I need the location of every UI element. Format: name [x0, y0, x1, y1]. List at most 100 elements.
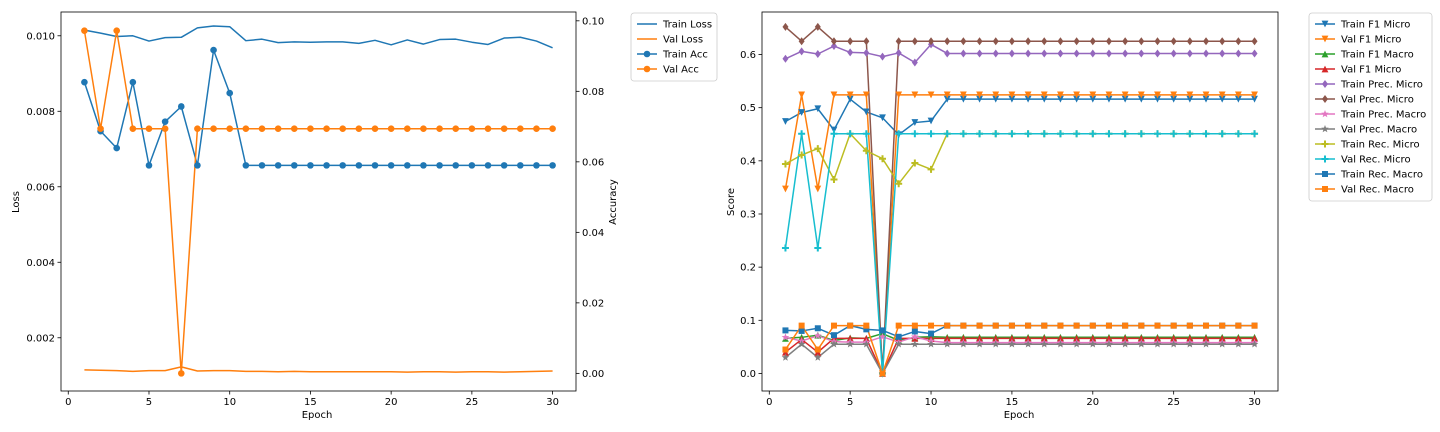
data-point-val-rec-micro	[1073, 130, 1081, 138]
data-point-val-f1-micro	[1073, 334, 1081, 342]
data-point-val-acc	[161, 125, 169, 132]
data-point-val-rec-macro	[911, 322, 918, 329]
data-point-train-rec-macro	[895, 333, 902, 340]
y2-axis-label: Accuracy	[608, 179, 619, 225]
data-point-val-f1-micro	[1251, 91, 1258, 99]
data-point-val-rec-macro	[992, 322, 999, 329]
legend-marker	[643, 50, 651, 58]
data-point-val-rec-micro	[976, 130, 984, 138]
legend-label: Val F1 Micro	[1341, 65, 1401, 76]
legend-label: Val Rec. Macro	[1341, 185, 1414, 196]
data-point-train-acc	[403, 162, 411, 169]
data-point-val-rec-micro	[1218, 130, 1226, 138]
data-point-val-rec-macro	[1105, 322, 1112, 329]
data-point-val-prec-micro	[782, 22, 789, 31]
data-point-val-rec-macro	[1186, 322, 1193, 329]
data-point-train-acc	[290, 162, 298, 169]
data-point-val-prec-macro	[1024, 340, 1032, 348]
data-point-train-rec-micro	[814, 145, 822, 153]
data-point-val-acc	[484, 125, 492, 132]
data-point-val-rec-micro	[927, 130, 935, 138]
data-point-val-f1-micro	[1024, 334, 1032, 342]
legend-label: Val Acc	[663, 65, 699, 76]
data-point-val-rec-macro	[1170, 322, 1177, 329]
data-point-train-f1-micro	[1024, 95, 1032, 103]
data-point-val-f1-micro	[1105, 91, 1113, 99]
data-point-val-rec-micro	[959, 130, 967, 138]
data-point-val-rec-macro	[1235, 322, 1242, 329]
data-point-val-rec-micro	[911, 130, 919, 138]
data-point-train-prec-macro	[911, 332, 919, 341]
data-point-val-f1-micro	[1008, 334, 1016, 342]
data-point-train-prec-micro	[1203, 49, 1210, 58]
data-point-val-acc	[549, 125, 556, 132]
y-tick-label: 0.004	[26, 258, 55, 269]
data-point-val-f1-micro	[846, 91, 854, 99]
data-point-val-prec-micro	[1186, 37, 1193, 46]
data-point-val-prec-macro	[1008, 340, 1016, 348]
data-point-val-acc	[113, 27, 120, 34]
data-point-val-rec-macro	[1219, 322, 1226, 329]
data-point-train-acc	[468, 162, 476, 169]
data-point-train-f1-micro	[911, 119, 919, 126]
data-point-val-rec-micro	[1186, 130, 1194, 138]
data-point-val-f1-micro	[1170, 91, 1178, 99]
series-markers	[81, 27, 556, 377]
legend-box	[1308, 12, 1433, 202]
data-point-val-f1-micro	[1154, 334, 1161, 342]
data-point-val-f1-micro	[830, 91, 838, 99]
data-point-val-f1-micro	[1234, 91, 1242, 99]
data-point-val-rec-macro	[814, 346, 821, 353]
data-point-val-rec-micro	[895, 130, 903, 138]
data-point-val-acc	[403, 125, 411, 132]
data-point-train-f1-micro	[798, 109, 806, 116]
series-line-train-loss	[84, 25, 553, 49]
data-point-val-rec-micro	[943, 130, 951, 138]
x-axis-label: Epoch	[1004, 410, 1035, 421]
y-axis-label: Score	[726, 188, 737, 216]
data-point-val-f1-micro	[927, 91, 935, 99]
data-point-train-f1-micro	[1040, 95, 1048, 103]
series-line-val-loss	[84, 366, 553, 373]
series-line-val-rec-macro	[784, 324, 1255, 375]
y2-tick-label: 0.10	[582, 16, 604, 27]
data-point-train-f1-micro	[1121, 95, 1129, 103]
data-point-val-f1-micro	[1202, 334, 1210, 342]
data-point-val-prec-micro	[1203, 37, 1210, 46]
data-point-train-f1-micro	[992, 95, 1000, 103]
data-point-val-rec-micro	[1121, 130, 1129, 138]
data-point-train-f1-micro	[1008, 95, 1016, 103]
data-point-train-rec-micro	[830, 175, 838, 183]
x-tick-label: 30	[546, 397, 559, 408]
data-point-val-rec-macro	[830, 322, 837, 329]
data-point-val-prec-macro	[797, 340, 806, 348]
data-point-val-rec-micro	[1089, 130, 1097, 138]
y2-tick-label: 0.06	[582, 157, 604, 168]
series-line-train-f1-macro	[785, 332, 1255, 342]
series-lines	[83, 25, 553, 375]
legend-marker	[1321, 65, 1329, 73]
data-point-val-prec-micro	[1251, 37, 1258, 46]
data-point-train-prec-micro	[1170, 49, 1177, 58]
data-point-train-prec-micro	[976, 49, 983, 58]
data-point-train-prec-micro	[1219, 49, 1226, 58]
data-point-val-prec-micro	[1057, 37, 1064, 46]
data-point-val-f1-micro	[782, 185, 789, 193]
data-point-val-prec-macro	[894, 340, 903, 348]
legend-marker	[1322, 80, 1328, 88]
legend-label: Val F1 Micro	[1341, 35, 1401, 46]
legend-label: Val Prec. Micro	[1341, 95, 1414, 106]
data-point-train-acc	[242, 162, 250, 169]
data-point-val-prec-macro	[1072, 340, 1081, 348]
x-tick-label: 25	[1167, 397, 1180, 408]
data-point-val-rec-macro	[1122, 322, 1129, 329]
data-point-val-rec-micro	[781, 244, 789, 252]
data-point-train-f1-micro	[1234, 95, 1242, 103]
data-point-val-f1-micro	[992, 91, 1000, 99]
data-point-val-rec-macro	[879, 370, 886, 377]
data-point-train-acc	[484, 162, 492, 169]
data-point-val-f1-micro	[1218, 91, 1226, 99]
data-point-train-f1-micro	[814, 105, 822, 113]
data-point-val-prec-macro	[1186, 340, 1194, 348]
data-point-val-f1-micro	[1186, 91, 1194, 99]
